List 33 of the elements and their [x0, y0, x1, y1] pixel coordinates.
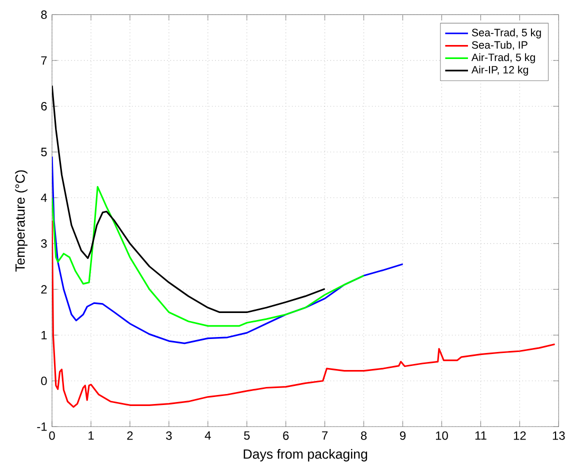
- y-tick-label: 3: [41, 239, 47, 248]
- line-series: [52, 186, 365, 327]
- y-tick-label: 4: [40, 194, 47, 202]
- x-tick-label: 12: [514, 431, 526, 440]
- y-tick-label: 5: [41, 148, 47, 156]
- x-axis-title: Days from packaging: [244, 449, 368, 462]
- y-tick-label: 8: [41, 10, 47, 19]
- x-tick-label: 7: [322, 431, 328, 440]
- y-tick-label: 0: [41, 376, 47, 386]
- y-tick-label: 7: [41, 56, 47, 65]
- y-tick-label: 6: [41, 102, 47, 111]
- y-tick-label: 1: [42, 331, 47, 340]
- y-tick-label: 2: [41, 285, 47, 294]
- legend-label: Air-Trad, 5 kg: [471, 53, 535, 64]
- x-tick-label: 3: [166, 431, 172, 440]
- x-tick-label: 10: [436, 431, 448, 440]
- y-tick-label: -1: [37, 422, 47, 431]
- x-tick-label: 0: [49, 431, 55, 440]
- x-tick-label: 5: [244, 431, 250, 440]
- x-tick-label: 13: [552, 431, 565, 440]
- x-tick-label: 8: [360, 431, 367, 440]
- y-axis-title: Temperature (°C): [15, 170, 28, 272]
- legend-label: Air-IP, 12 kg: [471, 66, 528, 76]
- x-tick-label: 2: [127, 431, 133, 440]
- x-tick-label: 6: [283, 431, 289, 440]
- legend-label: Sea-Tub, IP: [472, 40, 528, 50]
- x-tick-label: 1: [88, 431, 94, 440]
- line-series: [52, 156, 404, 344]
- legend-label: Sea-Trad, 5 kg: [472, 28, 541, 39]
- x-tick-label: 11: [475, 431, 486, 440]
- line-series: [52, 220, 556, 408]
- x-tick-label: 4: [204, 431, 211, 440]
- x-tick-label: 9: [400, 431, 406, 440]
